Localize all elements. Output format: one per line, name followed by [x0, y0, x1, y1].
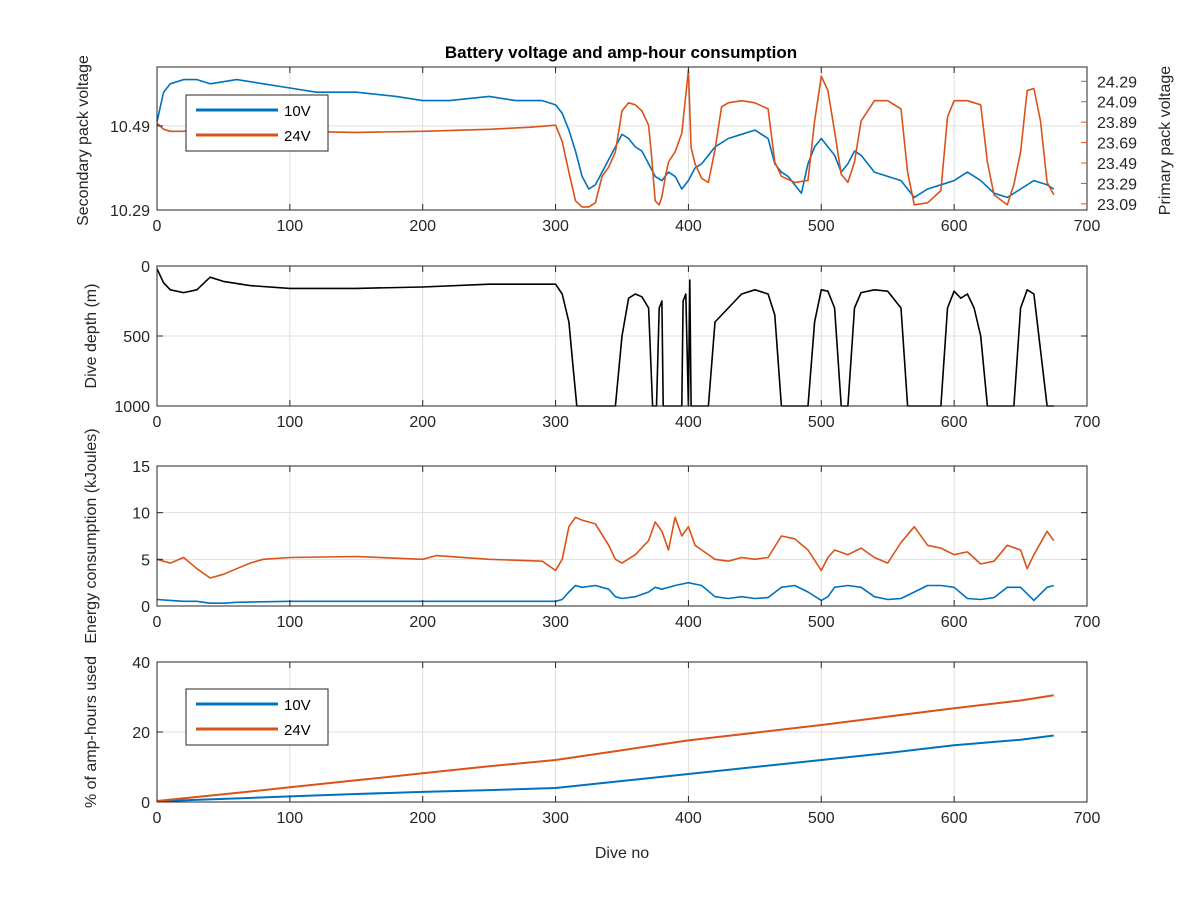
- x-tick-label: 600: [941, 218, 968, 235]
- legend-label-10v: 10V: [284, 697, 311, 714]
- y-tick-label-right: 23.89: [1097, 115, 1137, 132]
- y-tick-label: 15: [132, 459, 150, 476]
- y-tick-label: 5: [141, 552, 150, 569]
- x-tick-label: 500: [808, 614, 835, 631]
- y-axis-label: % of amp-hours used: [83, 656, 100, 808]
- legend-label-10v: 10V: [284, 103, 311, 120]
- y-tick-label: 10: [132, 506, 150, 523]
- x-tick-label: 400: [675, 218, 702, 235]
- y-axis-label-right: Primary pack voltage: [1157, 66, 1174, 215]
- x-tick-label: 500: [808, 810, 835, 827]
- y-axis-label-left: Secondary pack voltage: [75, 55, 92, 226]
- y-tick-label: 40: [132, 655, 150, 672]
- y-tick-label-right: 23.49: [1097, 156, 1137, 173]
- x-tick-label: 400: [675, 414, 702, 431]
- x-tick-label: 300: [542, 414, 569, 431]
- y-tick-label-right: 23.69: [1097, 136, 1137, 153]
- y-tick-label: 0: [141, 259, 150, 276]
- x-tick-label: 500: [808, 414, 835, 431]
- x-tick-label: 200: [409, 218, 436, 235]
- legend-label-24v: 24V: [284, 722, 311, 739]
- x-tick-label: 500: [808, 218, 835, 235]
- x-tick-label: 700: [1074, 414, 1101, 431]
- x-tick-label: 400: [675, 614, 702, 631]
- x-tick-label: 200: [409, 414, 436, 431]
- figure-title: Battery voltage and amp-hour consumption: [445, 43, 797, 62]
- y-axis-label: Dive depth (m): [83, 284, 100, 389]
- x-tick-label: 0: [153, 218, 162, 235]
- x-tick-label: 600: [941, 614, 968, 631]
- y-tick-label: 1000: [114, 399, 150, 416]
- x-tick-label: 600: [941, 414, 968, 431]
- x-tick-label: 100: [277, 218, 304, 235]
- x-tick-label: 300: [542, 218, 569, 235]
- y-tick-label: 0: [141, 599, 150, 616]
- panel-voltage: 0 100 200 300 400 500 600 700 10.29 10.49 23.09 23.…: [75, 55, 1174, 235]
- x-tick-label: 700: [1074, 218, 1101, 235]
- x-tick-label: 400: [675, 810, 702, 827]
- y-tick-label: 500: [123, 329, 150, 346]
- y-tick-label-right: 23.29: [1097, 176, 1137, 193]
- y-tick-label-right: 24.09: [1097, 95, 1137, 112]
- x-tick-label: 0: [153, 810, 162, 827]
- y-axis-label: Energy consumption (kJoules): [83, 428, 100, 643]
- y-tick-label-right: 23.09: [1097, 197, 1137, 214]
- legend-label-24v: 24V: [284, 128, 311, 145]
- x-tick-label: 100: [277, 614, 304, 631]
- x-tick-label: 200: [409, 614, 436, 631]
- x-tick-label: 0: [153, 614, 162, 631]
- x-tick-label: 600: [941, 810, 968, 827]
- plot-area: [157, 466, 1087, 606]
- x-tick-label: 300: [542, 614, 569, 631]
- y-tick-label-left: 10.49: [110, 119, 150, 136]
- y-tick-label: 0: [141, 795, 150, 812]
- y-tick-label: 20: [132, 725, 150, 742]
- x-tick-label: 100: [277, 810, 304, 827]
- x-tick-label: 100: [277, 414, 304, 431]
- x-tick-label: 200: [409, 810, 436, 827]
- x-tick-label: 700: [1074, 614, 1101, 631]
- x-axis-label: Dive no: [595, 845, 649, 862]
- y-tick-label-left: 10.29: [110, 203, 150, 220]
- x-tick-label: 700: [1074, 810, 1101, 827]
- x-tick-label: 300: [542, 810, 569, 827]
- y-tick-label-right: 24.29: [1097, 74, 1137, 91]
- x-tick-label: 0: [153, 414, 162, 431]
- panel-depth: 0 100 200 300 400 500 600 700 0 500 1000 Dive depth…: [83, 259, 1100, 431]
